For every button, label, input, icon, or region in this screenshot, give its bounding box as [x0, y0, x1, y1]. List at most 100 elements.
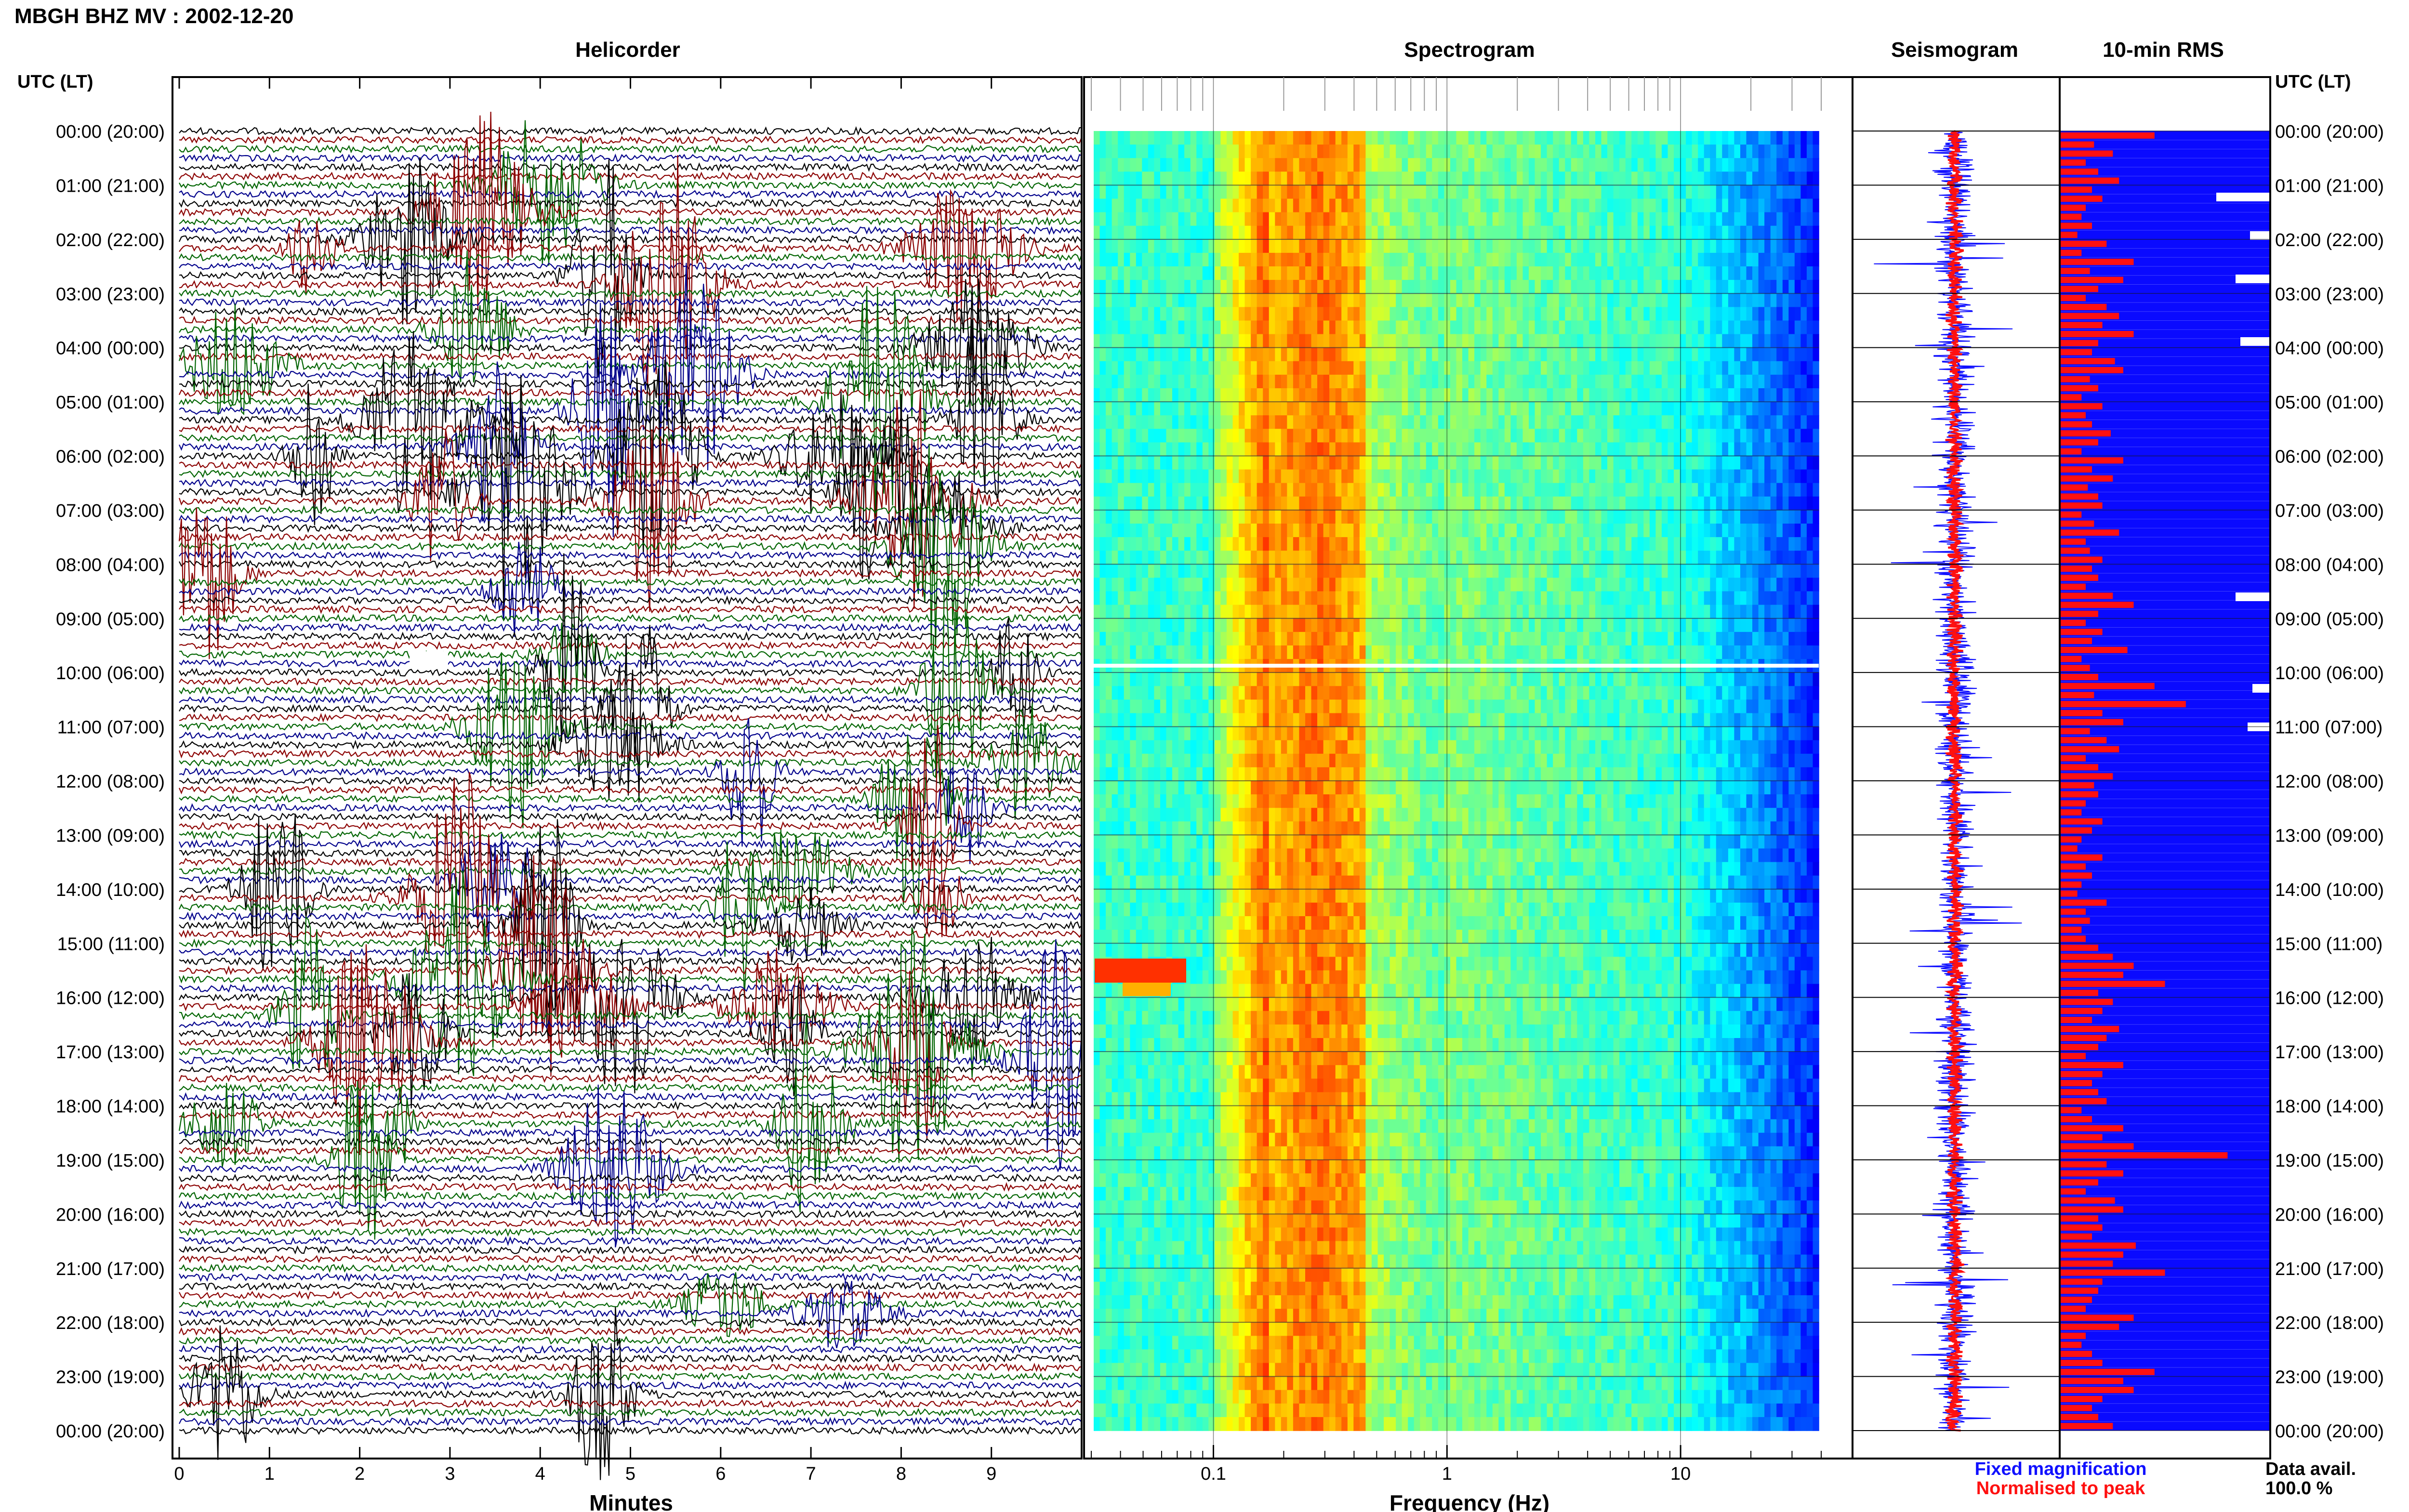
spectrogram-cell: [1202, 1159, 1209, 1174]
spectrogram-cell: [1390, 252, 1396, 267]
spectrogram-cell: [1166, 1146, 1173, 1160]
spectrogram-cell: [1196, 1363, 1203, 1377]
helicorder-trace: [179, 631, 1082, 642]
spectrogram-cell: [1263, 1376, 1270, 1391]
spectrogram-cell: [1347, 767, 1354, 781]
spectrogram-cell: [1232, 1268, 1239, 1282]
spectrogram-cell: [1390, 835, 1396, 849]
spectrogram-cell: [1299, 402, 1306, 416]
spectrogram-cell: [1275, 808, 1282, 822]
spectrogram-cell: [1353, 1159, 1360, 1174]
spectrogram-cell: [1353, 280, 1360, 294]
spectrogram-cell: [1365, 848, 1372, 863]
spectrogram-cell: [1293, 686, 1300, 700]
spectrogram-cell: [1275, 916, 1282, 930]
spectrogram-cell: [1341, 402, 1348, 416]
spectrogram-cell: [1263, 347, 1270, 362]
spectrogram-cell: [1257, 767, 1263, 781]
spectrogram-cell: [1347, 753, 1354, 768]
spectrogram-cell: [1220, 1011, 1227, 1025]
spectrogram-cell: [1106, 1146, 1112, 1160]
spectrogram-cell: [1160, 686, 1167, 700]
spectrogram-cell: [1269, 1241, 1275, 1255]
spectrogram-cell: [1359, 1254, 1366, 1269]
spectrogram-cell: [1196, 388, 1203, 402]
spectrogram-cell: [1257, 293, 1263, 308]
spectrogram-cell: [1293, 307, 1300, 321]
spectrogram-cell: [1239, 1227, 1245, 1242]
spectrogram-cell: [1160, 496, 1167, 511]
spectrogram-cell: [1202, 347, 1209, 362]
spectrogram-cell: [1263, 1146, 1270, 1160]
spectrogram-cell: [1269, 1376, 1275, 1391]
spectrogram-cell: [1359, 821, 1366, 836]
spectrogram-cell: [1335, 1241, 1342, 1255]
spectrogram-cell: [1214, 902, 1221, 917]
spectrogram-cell: [1196, 225, 1203, 240]
spectrogram-cell: [1124, 686, 1130, 700]
spectrogram-cell: [1226, 185, 1233, 199]
spectrogram-cell: [1281, 1268, 1288, 1282]
spectrogram-cell: [1281, 388, 1288, 402]
spectrogram-cell: [1317, 239, 1324, 253]
spectrogram-cell: [1124, 1038, 1130, 1052]
spectrogram-cell: [1208, 537, 1215, 551]
spectrogram-cell: [1172, 1417, 1179, 1431]
spectrogram-cell: [1371, 1065, 1378, 1079]
spectrogram-cell: [1353, 713, 1360, 727]
spectrogram-cell: [1106, 1078, 1112, 1093]
spectrogram-cell: [1323, 618, 1330, 632]
spectrogram-cell: [1257, 930, 1263, 944]
spectrogram-cell: [1196, 402, 1203, 416]
spectrogram-cell: [1299, 591, 1306, 605]
spectrogram-cell: [1384, 374, 1390, 389]
spectrogram-cell: [1226, 1173, 1233, 1187]
spectrogram-cell: [1148, 835, 1155, 849]
spectrogram-cell: [1142, 510, 1149, 524]
spectrogram-cell: [1214, 645, 1221, 659]
spectrogram-cell: [1335, 618, 1342, 632]
spectrogram-cell: [1166, 1119, 1173, 1133]
spectrogram-cell: [1365, 930, 1372, 944]
spectrogram-cell: [1365, 1336, 1372, 1350]
spectrogram-cell: [1347, 1363, 1354, 1377]
spectrogram-cell: [1202, 307, 1209, 321]
spectrogram-cell: [1148, 1159, 1155, 1174]
spectrogram-cell: [1287, 483, 1294, 497]
spectrogram-cell: [1166, 374, 1173, 389]
spectrogram-cell: [1281, 645, 1288, 659]
spectrogram-cell: [1377, 1403, 1384, 1418]
spectrogram-cell: [1281, 997, 1288, 1012]
spectrogram-cell: [1208, 808, 1215, 822]
spectrogram-cell: [1154, 848, 1161, 863]
spectrogram-cell: [1208, 1011, 1215, 1025]
spectrogram-cell: [1353, 930, 1360, 944]
spectrogram-cell: [1142, 1241, 1149, 1255]
spectrogram-cell: [1184, 524, 1191, 538]
spectrogram-cell: [1251, 1322, 1257, 1337]
spectrogram-cell: [1251, 483, 1257, 497]
spectrogram-cell: [1220, 631, 1227, 646]
helicorder-trace: [179, 1082, 1082, 1093]
spectrogram-cell: [1263, 280, 1270, 294]
spectrogram-cell: [1106, 686, 1112, 700]
spectrogram-cell: [1317, 334, 1324, 348]
spectrogram-cell: [1130, 1376, 1137, 1391]
spectrogram-cell: [1365, 1038, 1372, 1052]
spectrogram-cell: [1353, 1078, 1360, 1093]
spectrogram-cell: [1166, 1254, 1173, 1269]
spectrogram-cell: [1184, 293, 1191, 308]
spectrogram-cell: [1244, 875, 1251, 890]
spectrogram-cell: [1323, 496, 1330, 511]
spectrogram-cell: [1244, 1024, 1251, 1039]
spectrogram-cell: [1208, 753, 1215, 768]
spectrogram-cell: [1365, 1078, 1372, 1093]
spectrogram-cell: [1329, 1187, 1336, 1201]
spectrogram-cell: [1112, 1159, 1118, 1174]
spectrogram-cell: [1094, 578, 1100, 592]
spectrogram-cell: [1263, 1336, 1270, 1350]
spectrogram-cell: [1124, 225, 1130, 240]
spectrogram-cell: [1099, 1281, 1106, 1296]
spectrogram-cell: [1130, 1241, 1137, 1255]
spectrogram-cell: [1160, 131, 1167, 145]
